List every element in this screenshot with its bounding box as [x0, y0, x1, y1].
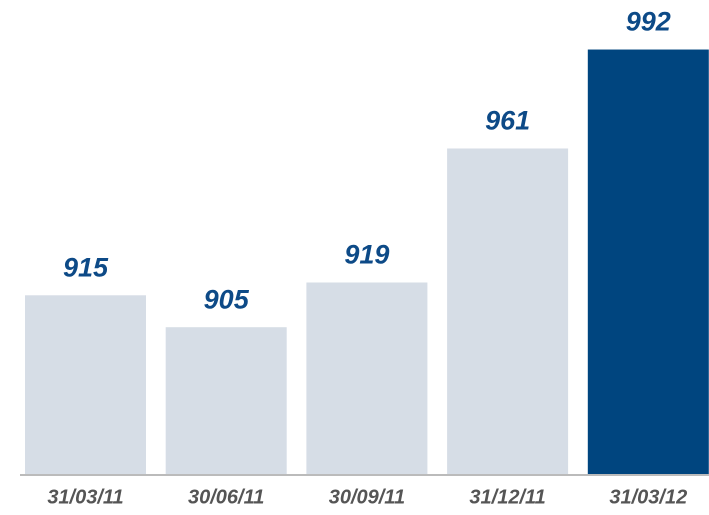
- bar: [165, 327, 287, 474]
- x-tick-label: 31/03/12: [609, 486, 687, 508]
- value-label: 915: [63, 252, 109, 282]
- value-label: 919: [344, 240, 389, 270]
- x-tick-label: 31/12/11: [469, 486, 545, 508]
- bar: [447, 148, 569, 474]
- bar: [587, 49, 709, 474]
- x-tick-label: 31/03/11: [47, 486, 123, 508]
- bar: [25, 295, 146, 474]
- bar: [306, 282, 428, 474]
- x-tick-label: 30/06/11: [188, 486, 264, 508]
- value-label: 905: [204, 284, 250, 314]
- x-tick-label: 30/09/11: [329, 486, 405, 508]
- value-label: 992: [626, 7, 671, 37]
- value-label: 961: [485, 106, 530, 136]
